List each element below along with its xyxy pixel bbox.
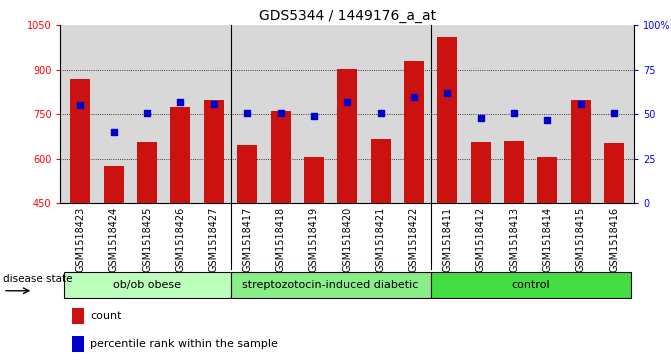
FancyBboxPatch shape: [431, 272, 631, 298]
Point: [409, 94, 419, 99]
Bar: [72, 336, 85, 351]
Bar: [470, 142, 491, 203]
Text: GSM1518414: GSM1518414: [542, 207, 552, 272]
Text: streptozotocin-induced diabetic: streptozotocin-induced diabetic: [242, 280, 419, 290]
Point: [175, 99, 186, 105]
Point: [475, 115, 486, 121]
Bar: [537, 157, 558, 203]
Point: [275, 110, 286, 115]
Text: GSM1518417: GSM1518417: [242, 207, 252, 272]
Point: [309, 113, 319, 119]
Text: GSM1518422: GSM1518422: [409, 207, 419, 272]
Bar: [571, 99, 590, 203]
FancyBboxPatch shape: [64, 272, 231, 298]
Text: GSM1518411: GSM1518411: [442, 207, 452, 272]
Text: GSM1518413: GSM1518413: [509, 207, 519, 272]
Text: disease state: disease state: [3, 274, 72, 284]
Text: control: control: [511, 280, 550, 290]
Text: GSM1518424: GSM1518424: [109, 207, 119, 272]
Title: GDS5344 / 1449176_a_at: GDS5344 / 1449176_a_at: [259, 9, 435, 23]
Bar: [72, 308, 85, 324]
Bar: [304, 157, 324, 203]
Bar: [504, 141, 524, 203]
Text: GSM1518426: GSM1518426: [176, 207, 185, 272]
Bar: [204, 99, 224, 203]
Text: GSM1518416: GSM1518416: [609, 207, 619, 272]
Text: percentile rank within the sample: percentile rank within the sample: [90, 339, 278, 348]
Text: count: count: [90, 311, 121, 321]
Point: [109, 129, 119, 135]
Point: [609, 110, 619, 115]
Point: [75, 102, 86, 108]
Point: [542, 117, 553, 123]
Text: GSM1518421: GSM1518421: [376, 207, 386, 272]
Point: [375, 110, 386, 115]
Point: [142, 110, 152, 115]
Bar: [104, 166, 123, 203]
Text: GSM1518419: GSM1518419: [309, 207, 319, 272]
Point: [209, 101, 219, 107]
Bar: [270, 111, 291, 203]
Bar: [370, 139, 391, 203]
Point: [242, 110, 252, 115]
Text: GSM1518423: GSM1518423: [75, 207, 85, 272]
Text: GSM1518415: GSM1518415: [576, 207, 586, 272]
Bar: [137, 142, 157, 203]
Point: [575, 101, 586, 107]
Text: GSM1518418: GSM1518418: [276, 207, 286, 272]
Bar: [338, 69, 357, 203]
Bar: [437, 37, 458, 203]
Bar: [237, 144, 257, 203]
Text: GSM1518427: GSM1518427: [209, 207, 219, 272]
Text: GSM1518420: GSM1518420: [342, 207, 352, 272]
Point: [442, 90, 453, 96]
Bar: [404, 61, 424, 203]
Bar: [604, 143, 624, 203]
FancyBboxPatch shape: [231, 272, 431, 298]
Text: ob/ob obese: ob/ob obese: [113, 280, 181, 290]
Point: [342, 99, 353, 105]
Text: GSM1518412: GSM1518412: [476, 207, 486, 272]
Bar: [70, 79, 91, 203]
Text: GSM1518425: GSM1518425: [142, 207, 152, 272]
Point: [509, 110, 519, 115]
Bar: [170, 107, 191, 203]
